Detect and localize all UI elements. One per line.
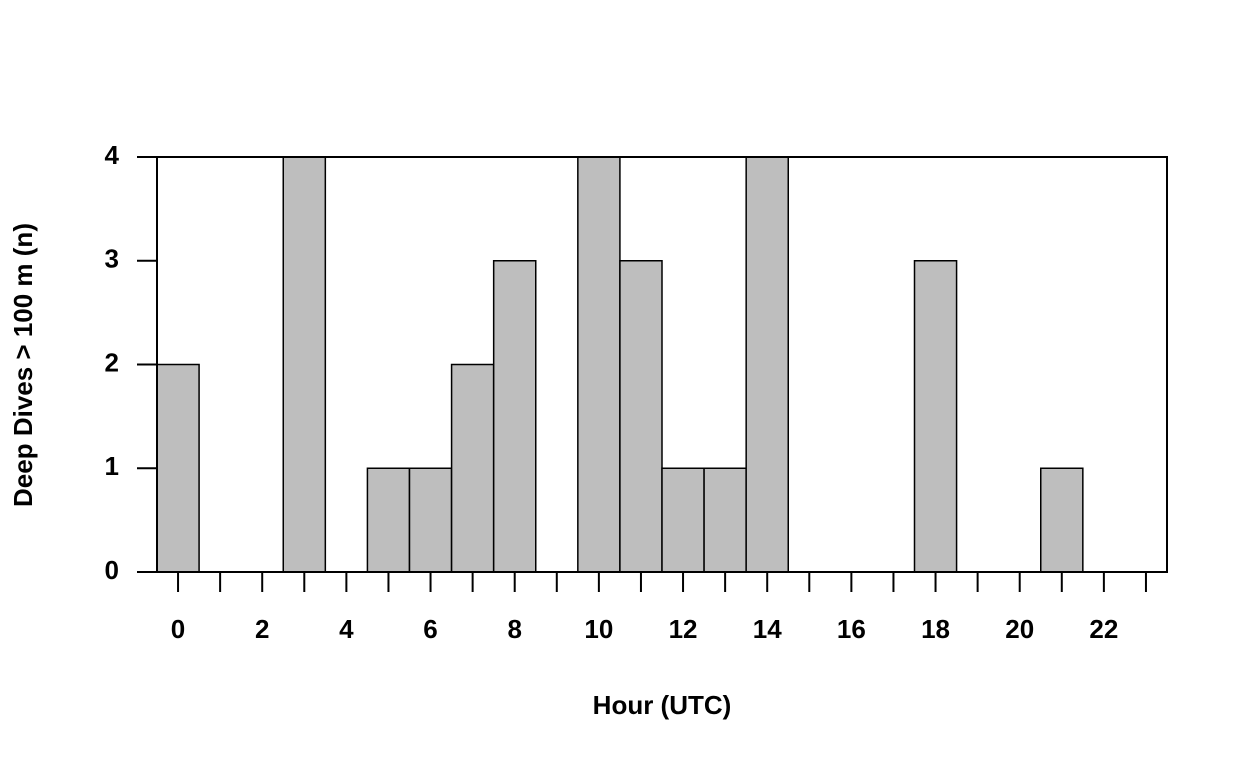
x-axis-label: Hour (UTC): [593, 690, 732, 720]
y-tick-label: 0: [105, 555, 119, 585]
bar: [577, 156, 621, 573]
y-tick-label: 1: [105, 451, 119, 481]
x-tick-label: 14: [753, 614, 782, 644]
y-axis-label: Deep Dives > 100 m (n): [8, 223, 38, 507]
bar: [745, 156, 790, 573]
x-tick-label: 2: [255, 614, 269, 644]
bar: [408, 467, 453, 573]
y-tick-label: 2: [105, 347, 119, 377]
bar: [282, 156, 327, 573]
x-tick-label: 6: [423, 614, 437, 644]
bar: [619, 260, 663, 573]
x-tick-label: 8: [507, 614, 521, 644]
bar: [1040, 467, 1084, 573]
y-tick-label: 3: [105, 244, 119, 274]
x-tick-label: 18: [921, 614, 950, 644]
x-tick-label: 10: [584, 614, 613, 644]
x-tick-label: 20: [1005, 614, 1034, 644]
x-tick-label: 16: [837, 614, 866, 644]
bar: [492, 260, 537, 573]
x-tick-label: 22: [1089, 614, 1118, 644]
bar: [450, 363, 495, 573]
bar: [703, 467, 747, 573]
bar: [366, 467, 411, 573]
bar: [156, 363, 200, 573]
bar: [913, 260, 958, 573]
x-tick-label: 0: [171, 614, 185, 644]
x-tick-label: 12: [669, 614, 698, 644]
x-tick-label: 4: [339, 614, 354, 644]
bar: [661, 467, 705, 573]
y-tick-label: 4: [105, 140, 120, 170]
